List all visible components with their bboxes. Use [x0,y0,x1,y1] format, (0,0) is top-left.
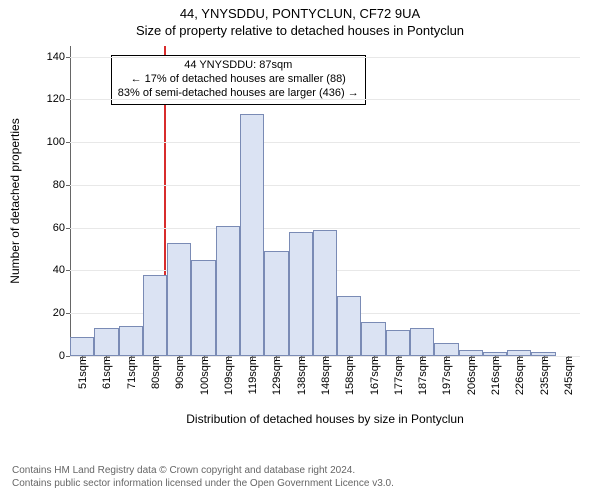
x-tick-label: 71sqm [124,356,138,389]
x-tick-mark [301,356,302,360]
histogram-bar [264,251,288,356]
annotation-line1: 44 YNYSDDU: 87sqm [118,59,359,73]
x-tick-label: 100sqm [197,356,211,395]
x-tick-mark [155,356,156,360]
y-axis-line [70,46,71,356]
gridline [70,57,580,58]
histogram-bar [361,322,385,356]
footer-line2: Contains public sector information licen… [12,477,588,490]
footer-line1: Contains HM Land Registry data © Crown c… [12,464,588,477]
x-tick-label: 177sqm [391,356,405,395]
gridline [70,228,580,229]
annotation-line2: ← 17% of detached houses are smaller (88… [118,73,359,87]
x-tick-mark [398,356,399,360]
x-tick-mark [471,356,472,360]
x-tick-label: 187sqm [415,356,429,395]
histogram-chart: 44 YNYSDDU: 87sqm ← 17% of detached hous… [70,46,580,356]
x-tick-mark [252,356,253,360]
x-tick-label: 235sqm [537,356,551,395]
x-tick-mark [82,356,83,360]
x-tick-label: 197sqm [439,356,453,395]
x-tick-label: 206sqm [464,356,478,395]
y-tick-mark [66,228,70,229]
x-tick-mark [495,356,496,360]
x-tick-label: 129sqm [269,356,283,395]
x-tick-mark [519,356,520,360]
x-tick-label: 61sqm [99,356,113,389]
x-tick-label: 158sqm [342,356,356,395]
gridline [70,185,580,186]
x-tick-label: 109sqm [221,356,235,395]
x-tick-mark [131,356,132,360]
title-address: 44, YNYSDDU, PONTYCLUN, CF72 9UA [0,0,600,23]
x-tick-label: 245sqm [561,356,575,395]
histogram-bar [434,343,458,356]
x-tick-mark [374,356,375,360]
title-subtitle: Size of property relative to detached ho… [0,23,600,40]
y-tick-mark [66,99,70,100]
x-tick-label: 167sqm [367,356,381,395]
y-tick-mark [66,356,70,357]
histogram-bar [386,330,410,356]
y-tick-mark [66,57,70,58]
histogram-bar [70,337,94,356]
x-tick-label: 119sqm [245,356,259,394]
x-tick-mark [106,356,107,360]
x-tick-mark [422,356,423,360]
gridline [70,142,580,143]
x-tick-mark [228,356,229,360]
x-tick-label: 138sqm [294,356,308,395]
histogram-bar [94,328,118,356]
x-tick-mark [446,356,447,360]
histogram-bar [337,296,361,356]
x-tick-label: 148sqm [318,356,332,395]
y-axis-label: Number of detached properties [8,118,22,283]
x-tick-mark [325,356,326,360]
histogram-bar [119,326,143,356]
histogram-bar [289,232,313,356]
y-tick-mark [66,185,70,186]
x-tick-label: 90sqm [172,356,186,389]
histogram-bar [313,230,337,356]
histogram-bar [167,243,191,356]
footer-attribution: Contains HM Land Registry data © Crown c… [12,464,588,490]
histogram-bar [410,328,434,356]
x-tick-mark [544,356,545,360]
y-tick-mark [66,270,70,271]
x-axis-label: Distribution of detached houses by size … [186,412,464,426]
x-tick-mark [568,356,569,360]
histogram-bar [143,275,167,356]
x-tick-label: 216sqm [488,356,502,395]
histogram-bar [216,226,240,356]
x-tick-mark [276,356,277,360]
x-tick-label: 226sqm [512,356,526,395]
histogram-bar [240,114,264,356]
x-tick-label: 51sqm [75,356,89,389]
x-tick-mark [349,356,350,360]
y-tick-mark [66,142,70,143]
x-tick-label: 80sqm [148,356,162,389]
histogram-bar [191,260,215,356]
annotation-box: 44 YNYSDDU: 87sqm ← 17% of detached hous… [111,55,366,104]
x-tick-mark [204,356,205,360]
y-tick-mark [66,313,70,314]
x-tick-mark [179,356,180,360]
gridline [70,99,580,100]
